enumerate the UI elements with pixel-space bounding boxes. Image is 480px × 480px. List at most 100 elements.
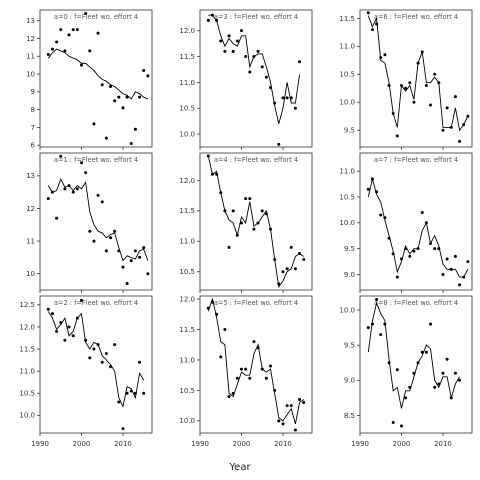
data-point	[453, 254, 457, 258]
data-point	[383, 216, 387, 220]
data-point	[370, 322, 374, 326]
data-point	[129, 389, 133, 393]
data-point	[366, 11, 370, 15]
x-tick-label: 1990	[31, 440, 49, 448]
data-point	[121, 265, 125, 269]
y-tick-label: 10.5	[339, 193, 355, 201]
y-tick-label: 9.5	[344, 342, 355, 350]
y-tick-label: 11.0	[179, 79, 195, 87]
data-point	[227, 34, 231, 38]
data-point	[46, 197, 50, 201]
data-point	[462, 275, 466, 279]
data-point	[59, 154, 63, 158]
data-point	[210, 300, 214, 304]
y-tick-label: 10.0	[19, 412, 35, 420]
data-point	[50, 190, 54, 194]
data-point	[416, 247, 420, 251]
data-point	[277, 282, 281, 286]
y-tick-label: 9	[31, 88, 35, 96]
data-point	[206, 154, 210, 158]
data-point	[215, 18, 219, 22]
data-point	[289, 96, 293, 100]
data-point	[404, 86, 408, 90]
data-point	[75, 316, 79, 320]
data-point	[260, 65, 264, 69]
panel-frame	[199, 295, 313, 434]
data-point	[285, 404, 289, 408]
data-point	[50, 312, 54, 316]
y-tick-label: 12.5	[19, 301, 35, 309]
data-point	[244, 367, 248, 371]
data-point	[206, 306, 210, 310]
data-point	[445, 357, 449, 361]
y-tick-label: 10.0	[339, 99, 355, 107]
x-tick-label: 2010	[114, 440, 132, 448]
y-tick-label: 11.0	[179, 238, 195, 246]
data-point	[298, 398, 302, 402]
panel: a=8 : f=Fleet wo. effort 4 8.5 9.0 9.5 10.0	[339, 295, 473, 436]
y-tick-label: 9.0	[344, 377, 355, 385]
data-point	[391, 111, 395, 115]
data-point	[235, 376, 239, 380]
data-point	[63, 338, 67, 342]
data-point	[277, 419, 281, 423]
data-point	[104, 136, 108, 140]
data-point	[441, 272, 445, 276]
y-tick-label: 7	[31, 124, 35, 132]
x-tick-label: 2000	[73, 440, 91, 448]
data-point	[395, 275, 399, 279]
data-point	[391, 420, 395, 424]
data-point	[424, 350, 428, 354]
y-tick-label: 11.5	[19, 345, 35, 353]
data-point	[96, 31, 100, 35]
panel-frame	[39, 295, 153, 434]
data-point	[289, 245, 293, 249]
y-tick-label: 12	[26, 35, 35, 43]
data-point	[441, 371, 445, 375]
panel: a=0 : f=Fleet wo. effort 4 6 7 8 9 10 11 12 13	[26, 9, 153, 150]
data-point	[437, 247, 441, 251]
data-point	[235, 233, 239, 237]
data-point	[375, 298, 379, 302]
data-point	[84, 338, 88, 342]
data-point	[269, 86, 273, 90]
data-point	[55, 40, 59, 44]
data-point	[281, 422, 285, 426]
data-point	[466, 114, 470, 118]
data-point	[429, 103, 433, 107]
data-point	[391, 252, 395, 256]
y-tick-label: 10.0	[339, 219, 355, 227]
data-point	[404, 247, 408, 251]
data-point	[420, 50, 424, 54]
data-point	[269, 227, 273, 231]
y-tick-label: 10.5	[339, 71, 355, 79]
y-tick-label: 10	[26, 270, 35, 278]
data-point	[445, 106, 449, 110]
data-point	[146, 74, 150, 78]
data-point	[256, 221, 260, 225]
data-point	[264, 75, 268, 79]
y-tick-label: 11	[26, 53, 35, 61]
panel-frame	[39, 9, 153, 148]
y-tick-label: 9.0	[344, 271, 355, 279]
x-axis-label: Year	[228, 462, 251, 473]
data-point	[458, 283, 462, 287]
y-tick-label: 11.5	[179, 53, 195, 61]
data-point	[71, 28, 75, 32]
data-point	[449, 267, 453, 271]
fitted-series-line	[367, 301, 460, 409]
data-point	[59, 321, 63, 325]
data-point	[408, 385, 412, 389]
data-point	[71, 190, 75, 194]
data-point	[248, 376, 252, 380]
data-point	[239, 221, 243, 225]
panel-frame	[359, 152, 473, 291]
data-point	[100, 360, 104, 364]
fitted-series-line	[47, 177, 149, 262]
data-point	[125, 95, 129, 99]
x-tick-label: 2000	[393, 440, 411, 448]
panel-title: a=0 : f=Fleet wo. effort 4	[54, 13, 138, 21]
data-point	[277, 142, 281, 146]
data-point	[264, 376, 268, 380]
